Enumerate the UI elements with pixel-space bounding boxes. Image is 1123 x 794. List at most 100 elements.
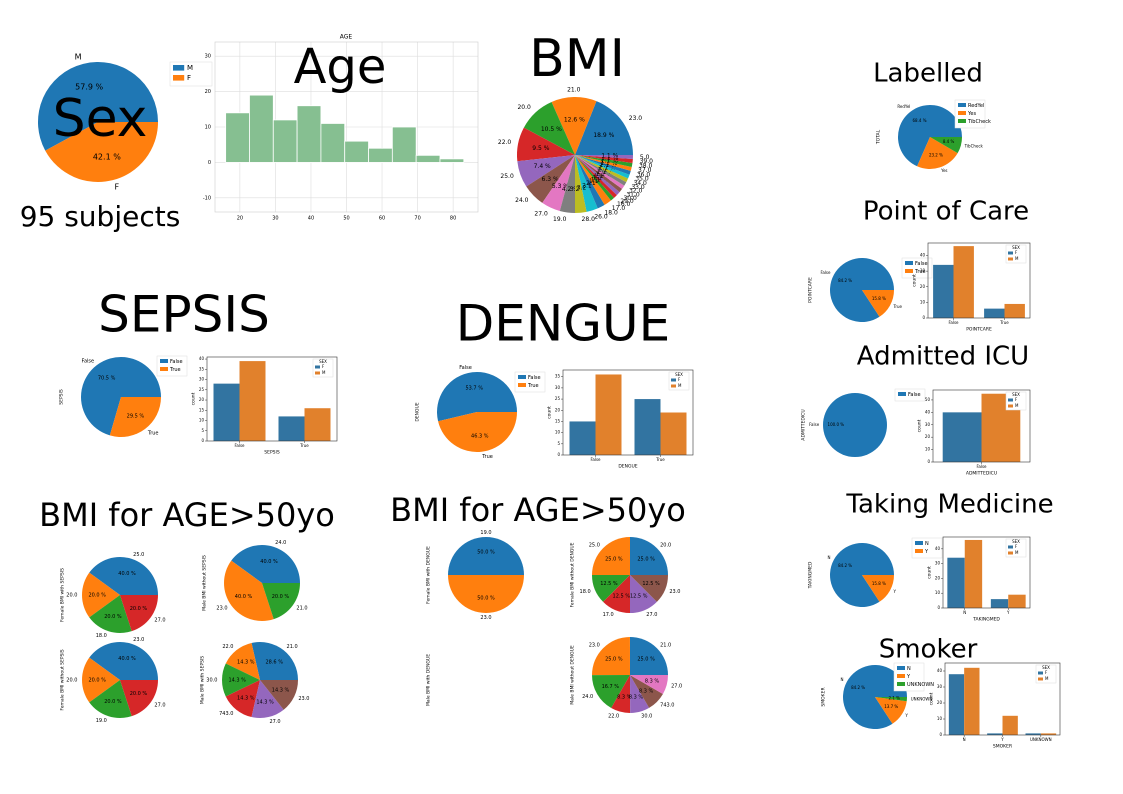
slice-value-label: 4.2 % (562, 186, 579, 193)
x-tick-label: 40 (308, 216, 314, 222)
pie-slice (517, 155, 575, 187)
slice-value-label: 25.0 % (605, 556, 623, 562)
pie-slice (89, 680, 132, 718)
legend-label: F (187, 74, 191, 82)
y-tick-label: 15 (555, 418, 561, 423)
slice-value-label: 2.1 % (586, 180, 603, 187)
slice-label: 23.0 (133, 637, 144, 643)
y-axis-label: SMOKER (821, 687, 827, 706)
y-tick-label: 10 (199, 418, 205, 423)
bar (987, 733, 1003, 735)
pie-slice (575, 101, 633, 155)
x-axis-label: TAKINGMED (972, 617, 1000, 623)
legend-title: SEX (1012, 245, 1020, 250)
legend-swatch (1008, 251, 1013, 255)
x-tick-label: True (655, 457, 665, 462)
y-tick-label: 35 (555, 374, 561, 379)
y-tick-label: 10 (920, 299, 926, 304)
bar (660, 412, 687, 455)
pie-slice (575, 155, 598, 212)
bar (933, 264, 954, 318)
slice-label: 37.0 (638, 167, 652, 174)
bar (1002, 715, 1018, 735)
histogram-bar (225, 112, 250, 163)
x-tick-label: 60 (379, 216, 385, 222)
legend-swatch (315, 371, 320, 375)
pie-slice (109, 397, 161, 437)
pie-slice (120, 595, 158, 632)
axes-frame (944, 662, 1061, 736)
slice-value-label: 20.0 % (88, 593, 106, 599)
y-axis-label: count (912, 274, 918, 287)
y-tick-label: 5 (557, 441, 560, 446)
slice-value-label: 68.4 % (913, 118, 927, 123)
legend-label: TibCheck (967, 119, 991, 125)
legend-swatch (897, 666, 905, 670)
slice-value-label: 14.3 % (228, 678, 246, 684)
y-tick-label: 20 (205, 89, 211, 95)
slice-label: 22.0 (498, 139, 512, 146)
slice-label: 20.0 (660, 542, 671, 548)
slice-label: 27.0 (269, 719, 280, 725)
chart-subtitle: 95 subjects (20, 200, 181, 233)
pie-slice (251, 680, 284, 718)
slice-label: 22.0 (608, 714, 619, 720)
y-tick-label: 5 (201, 428, 204, 433)
slice-label: Y (904, 713, 908, 718)
legend-label: N (907, 666, 911, 672)
pie-slice (592, 575, 630, 602)
pie-slice (592, 537, 630, 575)
pie-slice (575, 155, 623, 193)
y-tick-label: 0 (922, 315, 925, 320)
y-axis-label: ADMITTEDICU (801, 409, 807, 440)
legend-swatch (958, 103, 966, 107)
pie-slice (438, 412, 517, 453)
y-axis-label: count (547, 406, 553, 419)
slice-value-label: 20.0 % (130, 691, 148, 697)
bar (304, 408, 331, 441)
y-axis-label: Female BMI with SEPSIS (60, 568, 66, 622)
x-axis-label: SMOKER (993, 744, 1012, 750)
pie-slice (875, 697, 907, 702)
y-axis-label: Male BMI with SEPSIS (200, 656, 206, 704)
bar (213, 383, 240, 441)
x-tick-label: True (299, 443, 309, 448)
slice-label: 31.0 (626, 191, 640, 198)
slice-value-label: 29.5 % (127, 414, 145, 420)
x-axis-label: SEPSIS (264, 450, 280, 456)
pie-slice (575, 155, 629, 183)
pie-slice (823, 393, 887, 457)
slice-label: 21.0 (296, 606, 307, 612)
slice-value-label: 3.2 % (577, 185, 594, 192)
bar (964, 667, 980, 735)
slice-value-label: 40.0 % (260, 559, 278, 565)
legend-swatch (1038, 677, 1043, 681)
bar (569, 421, 596, 455)
pie-slice (551, 96, 597, 155)
pie-slice (89, 557, 158, 595)
legend-label: False (528, 375, 541, 381)
histogram-bar (439, 158, 465, 163)
slice-value-label: 57.9 % (75, 83, 103, 92)
legend-title: SEX (1012, 539, 1020, 544)
slice-value-label: 12.5 % (613, 594, 631, 600)
slice-label: 39.0 (640, 158, 654, 165)
slice-value-label: 50.0 % (477, 595, 495, 601)
slice-label: 20.0 (66, 593, 77, 599)
slice-label: 27.0 (646, 612, 657, 618)
y-tick-label: 40 (925, 409, 931, 414)
slice-value-label: 1.1 % (592, 175, 609, 182)
slice-label: False (820, 270, 831, 275)
y-tick-label: 30 (199, 377, 205, 382)
pie-slice (45, 122, 158, 183)
slice-value-label: 1.1 % (599, 164, 616, 171)
slice-label: 16.0 (617, 201, 631, 208)
legend-swatch (958, 111, 966, 115)
chart-subtitle: AGE (340, 34, 353, 41)
legend-label: UNKNOWN (907, 682, 934, 688)
slice-label: 24.0 (582, 694, 593, 700)
slice-label: 27.0 (534, 210, 548, 217)
slice-label: UNKNOWN (911, 696, 933, 701)
legend-swatch (897, 682, 905, 686)
legend-label: F (1015, 397, 1018, 402)
